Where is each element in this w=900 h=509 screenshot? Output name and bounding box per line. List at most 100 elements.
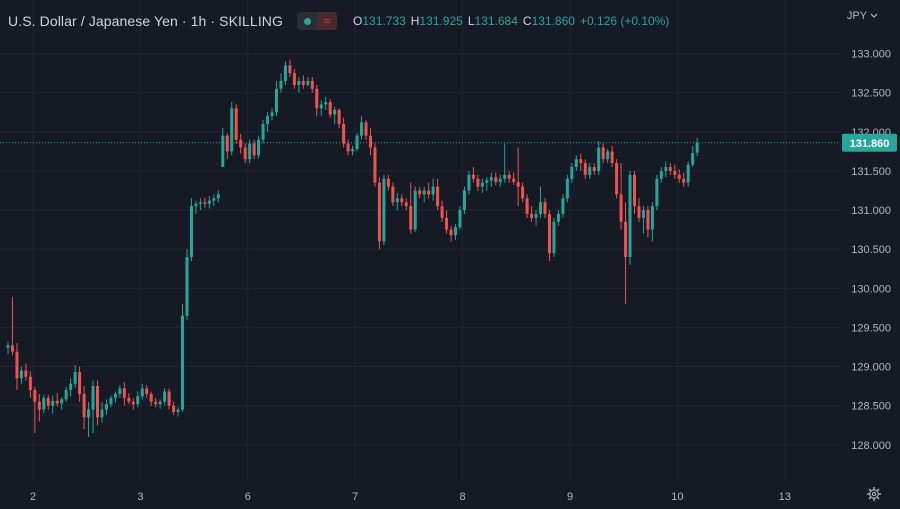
- eye-dot-icon[interactable]: [297, 12, 317, 30]
- candle-body: [225, 135, 229, 152]
- candle-body: [422, 190, 426, 195]
- candle: [288, 59, 292, 78]
- candle-body: [118, 388, 122, 394]
- candle-body: [203, 202, 207, 204]
- price-axis[interactable]: 128.000 128.500 129.000 129.500 130.000 130.5…: [851, 49, 891, 452]
- candle: [154, 397, 158, 408]
- candle: [400, 194, 404, 207]
- candle: [534, 210, 538, 226]
- candle: [570, 163, 574, 183]
- candle: [633, 170, 636, 214]
- candle-body: [368, 135, 372, 148]
- candle: [315, 84, 319, 117]
- candle: [677, 169, 681, 183]
- candle: [440, 200, 444, 222]
- candle: [628, 170, 632, 265]
- candle-body: [198, 202, 202, 204]
- candle-body: [646, 210, 650, 230]
- candle-body: [252, 143, 256, 156]
- candle-body: [55, 400, 59, 404]
- candle: [364, 120, 368, 140]
- candle: [404, 198, 408, 211]
- candle: [467, 170, 471, 195]
- candle: [503, 143, 507, 183]
- candle: [257, 135, 261, 159]
- candle-body: [431, 186, 435, 195]
- candle: [37, 393, 41, 422]
- candle: [471, 167, 475, 183]
- candle: [243, 143, 247, 164]
- candle: [373, 143, 377, 187]
- candle-body: [476, 178, 480, 187]
- candle: [436, 178, 440, 211]
- grid: [0, 0, 840, 480]
- candle: [113, 391, 117, 403]
- x-tick-label: 6: [245, 491, 251, 503]
- candle: [458, 206, 462, 230]
- candle-body: [534, 213, 538, 218]
- candle-body: [310, 80, 314, 89]
- compare-icon[interactable]: ≈: [317, 12, 338, 30]
- candle: [261, 120, 265, 144]
- x-tick-label: 2: [30, 491, 36, 503]
- candle: [552, 217, 556, 257]
- candle: [266, 112, 270, 132]
- high-value: 131.925: [419, 14, 463, 28]
- candle-body: [319, 104, 323, 109]
- candle: [225, 133, 229, 160]
- time-axis[interactable]: 2 3 6 7 8 9 10 13: [30, 491, 791, 503]
- candle-body: [525, 198, 529, 214]
- candle: [650, 202, 654, 242]
- candle-body: [163, 391, 167, 402]
- candle: [539, 186, 543, 218]
- candle: [33, 386, 37, 434]
- candle-body: [364, 122, 368, 136]
- candle-body: [212, 198, 216, 201]
- candle: [252, 139, 256, 160]
- candle: [82, 386, 86, 430]
- candle: [78, 366, 82, 402]
- y-tick-label: 133.000: [851, 49, 891, 61]
- candle: [615, 159, 619, 199]
- candle-body: [650, 206, 654, 230]
- open-label: O: [353, 14, 363, 28]
- candle: [377, 177, 381, 250]
- candle: [109, 395, 113, 408]
- candle-body: [301, 80, 305, 85]
- candle-body: [440, 206, 444, 218]
- candle-body: [588, 167, 592, 175]
- y-tick-label: 130.500: [851, 244, 891, 256]
- candle: [588, 163, 592, 179]
- visibility-toggle[interactable]: ≈: [297, 12, 338, 30]
- candle: [176, 407, 180, 417]
- candle-body: [418, 190, 422, 195]
- candle: [324, 96, 328, 110]
- candle: [556, 210, 560, 226]
- candle-body: [342, 123, 346, 144]
- candle-body: [279, 80, 283, 89]
- candle: [422, 186, 426, 203]
- candle-body: [19, 370, 23, 379]
- candle: [342, 117, 346, 148]
- candle: [55, 393, 59, 407]
- candle-body: [409, 206, 413, 230]
- close-value: 131.860: [531, 14, 575, 28]
- candle: [181, 303, 185, 412]
- candle: [6, 342, 10, 355]
- currency-selector[interactable]: JPY: [847, 10, 878, 22]
- candle-body: [216, 194, 220, 199]
- candle: [695, 137, 699, 157]
- candle-body: [395, 198, 399, 203]
- candle-body: [288, 65, 292, 74]
- x-tick-label: 7: [352, 491, 358, 503]
- candle: [122, 382, 126, 406]
- candle-body: [628, 174, 632, 257]
- symbol-title[interactable]: U.S. Dollar / Japanese Yen · 1h · SKILLI…: [8, 13, 284, 29]
- candle: [73, 364, 77, 388]
- candle-body: [574, 159, 578, 168]
- candle: [292, 69, 296, 89]
- gear-icon[interactable]: [866, 486, 882, 502]
- candle-body: [172, 405, 176, 412]
